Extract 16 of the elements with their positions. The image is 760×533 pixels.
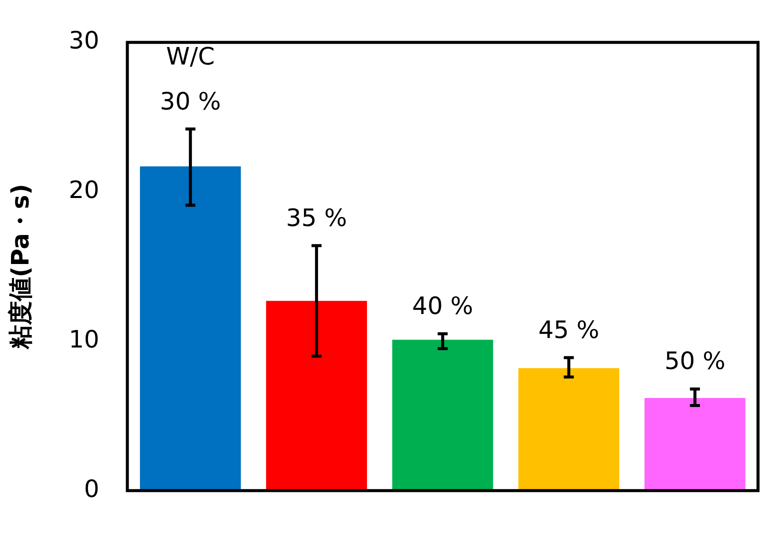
bar <box>140 166 241 491</box>
bar <box>266 300 367 491</box>
y-tick-label: 20 <box>68 176 100 204</box>
y-axis-title: 粘度値(Pa・s) <box>6 184 35 350</box>
annotation: 50 % <box>664 347 726 376</box>
bar <box>644 398 746 491</box>
y-tick-label: 30 <box>68 26 100 55</box>
y-tick-label: 10 <box>68 325 100 354</box>
annotation: 45 % <box>538 316 600 344</box>
annotation: W/C <box>166 42 215 70</box>
annotation: 30 % <box>160 87 221 116</box>
annotation: 35 % <box>286 204 348 232</box>
y-tick-label: 0 <box>84 474 100 503</box>
bar <box>518 368 620 491</box>
annotation: 40 % <box>412 292 474 320</box>
bar <box>392 340 494 491</box>
